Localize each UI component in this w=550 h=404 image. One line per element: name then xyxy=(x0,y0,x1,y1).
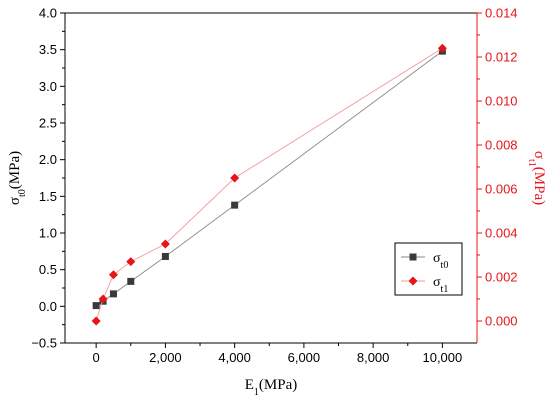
y-left-tick-label: 3.0 xyxy=(39,79,57,94)
legend-label-t1: σt1 xyxy=(433,275,448,295)
y-right-tick-label: 0.014 xyxy=(485,6,518,21)
data-point-t1 xyxy=(108,270,118,280)
y-left-tick-label: 1.0 xyxy=(39,226,57,241)
y-right-tick-label: 0.008 xyxy=(485,138,518,153)
legend-marker-t0 xyxy=(409,253,417,261)
data-point-t1 xyxy=(160,239,170,249)
legend-marker-t1 xyxy=(408,276,418,286)
data-point-t1 xyxy=(91,316,101,326)
y-left-axis-title: σt0(MPa) xyxy=(7,151,28,205)
y-left-tick-label: −0.5 xyxy=(31,336,57,351)
y-right-tick-label: 0.006 xyxy=(485,182,518,197)
x-tick-label: 2,000 xyxy=(149,350,182,365)
y-right-tick-label: 0.000 xyxy=(485,314,518,329)
x-axis-title: E1(MPa) xyxy=(245,377,298,398)
x-tick-label: 6,000 xyxy=(288,350,321,365)
legend-label-t0: σt0 xyxy=(433,251,448,271)
y-left-tick-label: 3.5 xyxy=(39,42,57,57)
series-layer xyxy=(91,43,447,326)
axes: 0 2,000 4,000 6,000 8,000 10,000 −0.5 0.0 0.5 1.0… xyxy=(7,6,547,398)
data-point-t0 xyxy=(92,302,100,310)
y-left-tick-label: 4.0 xyxy=(39,6,57,21)
y-right-tick-label: 0.002 xyxy=(485,270,518,285)
y-right-tick-label: 0.012 xyxy=(485,50,518,65)
data-point-t0 xyxy=(161,252,169,260)
y-left-tick-label: 2.0 xyxy=(39,152,57,167)
y-right-axis-title: σt1(MPa) xyxy=(527,151,548,205)
data-point-t1 xyxy=(126,257,136,267)
data-point-t1 xyxy=(437,43,447,53)
y-left-tick-label: 0.5 xyxy=(39,262,57,277)
series-line-t0 xyxy=(95,50,443,306)
x-tick-label: 4,000 xyxy=(218,350,251,365)
y-left-tick-label: 1.5 xyxy=(39,189,57,204)
x-tick-label: 8,000 xyxy=(357,350,390,365)
x-tick-label: 10,000 xyxy=(422,350,462,365)
y-right-tick-label: 0.004 xyxy=(485,226,518,241)
data-point-t1 xyxy=(230,173,240,183)
y-right-tick-label: 0.010 xyxy=(485,94,518,109)
data-point-t0 xyxy=(127,277,135,285)
y-left-tick-label: 0.0 xyxy=(39,299,57,314)
y-left-tick-label: 2.5 xyxy=(39,116,57,131)
data-point-t0 xyxy=(109,290,117,298)
x-tick-label: 0 xyxy=(93,350,100,365)
data-point-t1 xyxy=(98,294,108,304)
legend-box xyxy=(394,242,463,296)
data-point-t0 xyxy=(231,201,239,209)
